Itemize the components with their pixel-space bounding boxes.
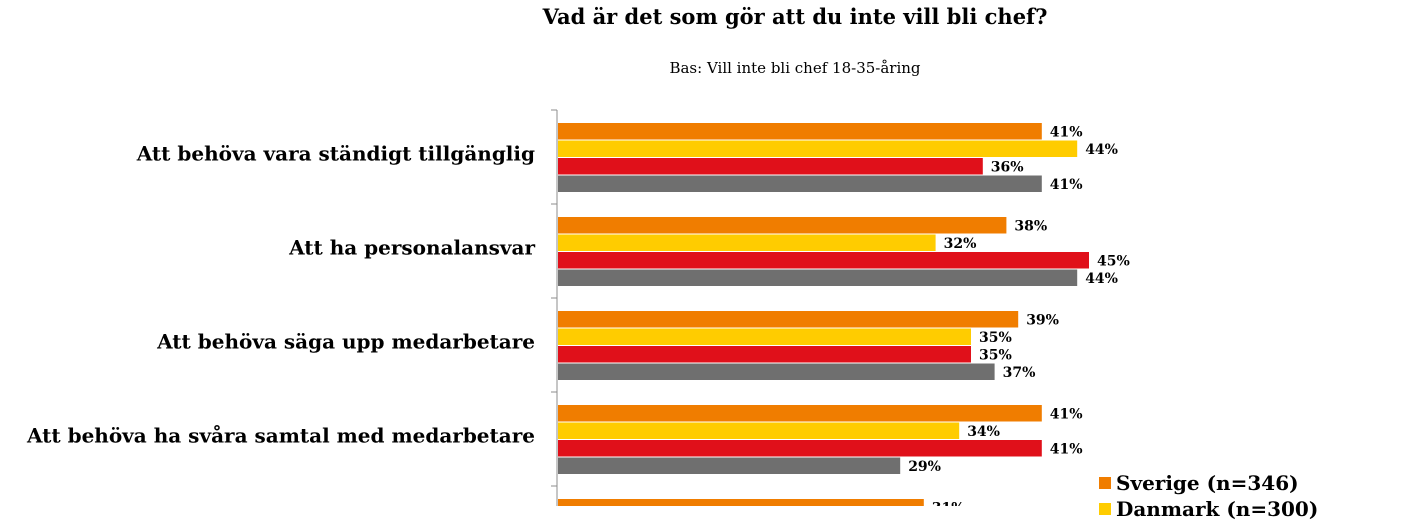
- data-label: 38%: [1014, 218, 1047, 234]
- data-label: 44%: [1085, 271, 1118, 287]
- bar: [558, 440, 1042, 457]
- bar: [558, 499, 924, 506]
- bar: [558, 217, 1007, 234]
- data-label: 32%: [944, 236, 977, 252]
- bar: [558, 252, 1089, 269]
- data-label: 31%: [932, 500, 965, 506]
- category-label: Att behöva säga upp medarbetare: [156, 330, 535, 354]
- data-label: 39%: [1026, 312, 1059, 328]
- bar: [558, 457, 901, 474]
- category-label: Att behöva vara ständigt tillgänglig: [136, 142, 535, 166]
- data-label: 45%: [1097, 253, 1130, 269]
- bar: [558, 405, 1042, 422]
- legend-label: Sverige (n=346): [1116, 471, 1299, 495]
- legend-label: Danmark (n=300): [1116, 497, 1319, 521]
- data-label: 41%: [1050, 124, 1083, 140]
- bar: [558, 363, 995, 380]
- data-label: 29%: [908, 459, 941, 475]
- data-label: 36%: [991, 159, 1024, 175]
- legend-swatch: [1099, 477, 1111, 489]
- bar: [558, 346, 971, 363]
- bar: [558, 269, 1078, 286]
- bar: [558, 311, 1019, 328]
- bar: [558, 175, 1042, 192]
- data-label: 41%: [1050, 177, 1083, 193]
- bar: [558, 234, 936, 251]
- category-label: Att ha personalansvar: [288, 236, 535, 260]
- data-label: 34%: [967, 424, 1000, 440]
- category-label: Att behöva ha svåra samtal med medarbeta…: [26, 424, 535, 448]
- bar: [558, 123, 1042, 140]
- bar: [558, 140, 1078, 157]
- chart-title: Vad är det som gör att du inte vill bli …: [542, 4, 1048, 29]
- chart-subtitle: Bas: Vill inte bli chef 18-35-åring: [669, 59, 921, 77]
- bar: [558, 422, 960, 439]
- bar: [558, 328, 971, 345]
- data-label: 35%: [979, 347, 1012, 363]
- legend-swatch: [1099, 503, 1111, 515]
- legend-item-0: Sverige (n=346): [1099, 470, 1318, 496]
- data-label: 44%: [1085, 142, 1118, 158]
- data-label: 37%: [1003, 365, 1036, 381]
- data-label: 41%: [1050, 441, 1083, 457]
- data-label: 41%: [1050, 406, 1083, 422]
- bar: [558, 158, 983, 175]
- legend-item-1: Danmark (n=300): [1099, 496, 1318, 522]
- data-label: 35%: [979, 330, 1012, 346]
- bar-chart: Att behöva vara ständigt tillgänglig41%4…: [26, 109, 1130, 506]
- legend: Sverige (n=346) Danmark (n=300): [1099, 470, 1318, 522]
